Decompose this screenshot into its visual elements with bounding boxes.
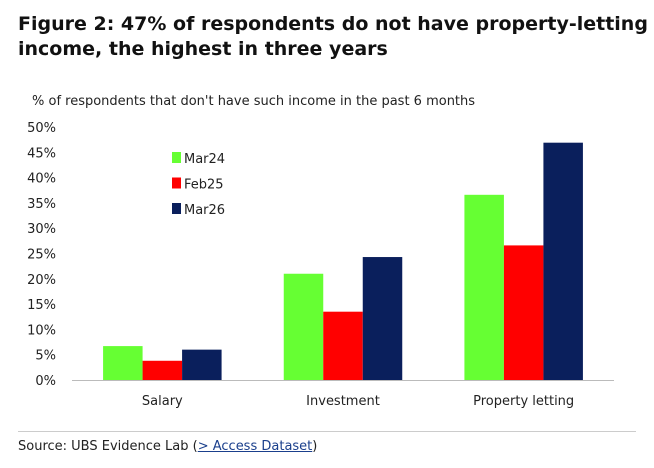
y-tick-label: 20%	[27, 273, 56, 288]
legend-swatch-mar26	[172, 203, 181, 214]
source-text: Source: UBS Evidence Lab (	[18, 439, 198, 454]
bar-mar26-property-letting	[543, 142, 583, 380]
x-tick-label: Property letting	[473, 394, 574, 409]
divider	[18, 431, 636, 432]
bar-feb25-salary	[142, 360, 183, 380]
y-tick-label: 40%	[27, 172, 56, 187]
bar-mar24-property-letting	[464, 194, 504, 380]
bar-feb25-investment	[323, 311, 363, 380]
legend-label: Feb25	[184, 178, 224, 193]
y-tick-label: 35%	[27, 197, 56, 212]
bar-mar26-salary	[182, 349, 222, 380]
access-dataset-link[interactable]: > Access Dataset	[197, 439, 313, 454]
y-tick-label: 30%	[27, 222, 56, 237]
y-tick-label: 10%	[27, 323, 56, 338]
source-suffix: )	[312, 439, 318, 454]
legend-swatch-mar24	[172, 152, 181, 163]
source-note: Source: UBS Evidence Lab (> Access Datas…	[18, 439, 317, 454]
bar-mar24-investment	[283, 273, 324, 380]
x-tick-label: Salary	[142, 394, 183, 409]
bar-mar24-salary	[103, 346, 143, 380]
bar-mar26-investment	[362, 257, 403, 380]
y-tick-label: 50%	[27, 121, 56, 136]
y-tick-label: 5%	[35, 349, 56, 364]
x-tick-label: Investment	[306, 394, 380, 409]
chart-subtitle: % of respondents that don't have such in…	[32, 94, 476, 109]
legend-swatch-feb25	[172, 177, 181, 189]
bar-feb25-property-letting	[503, 245, 544, 380]
y-tick-label: 45%	[27, 146, 56, 161]
legend-label: Mar24	[184, 152, 225, 167]
y-tick-label: 15%	[27, 298, 56, 313]
y-tick-label: 0%	[35, 374, 56, 389]
legend-label: Mar26	[184, 203, 225, 218]
y-tick-label: 25%	[27, 248, 56, 263]
figure-title: Figure 2: 47% of respondents do not have…	[18, 13, 648, 60]
bar-chart: 0% 5% 10% 15% 20% 25% 30% 35% 40% 45% 50% Salary Inv…	[27, 121, 614, 409]
